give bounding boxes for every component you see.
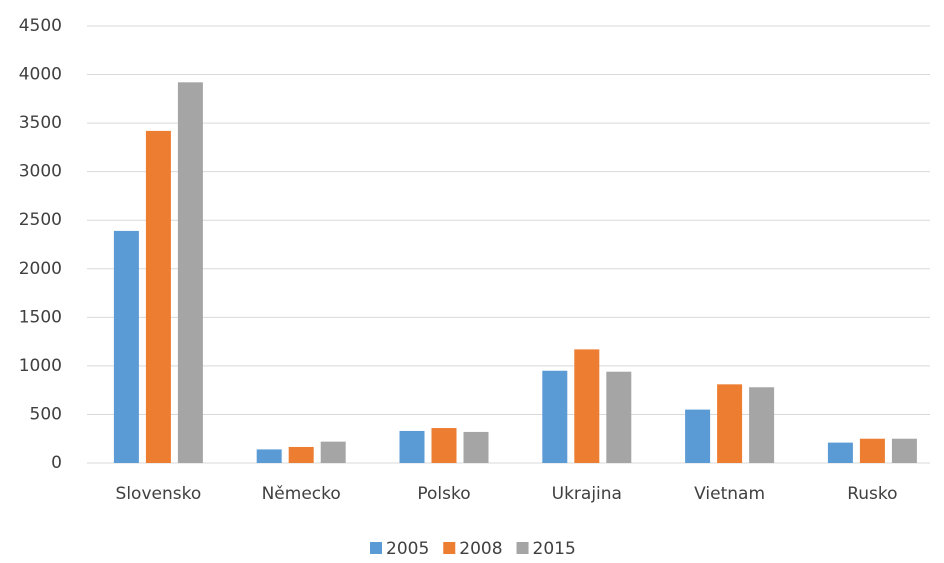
y-tick-label: 4000	[19, 65, 62, 85]
legend-swatch	[443, 542, 456, 554]
bar	[463, 431, 489, 463]
legend-label: 2005	[386, 539, 429, 559]
bar	[320, 441, 346, 463]
bar	[431, 428, 457, 463]
y-tick-label: 2500	[19, 210, 62, 230]
x-tick-label: Slovensko	[116, 484, 202, 504]
x-tick-label: Ukrajina	[552, 484, 622, 504]
x-tick-label: Polsko	[417, 484, 470, 504]
bar	[399, 430, 425, 463]
bar	[288, 446, 314, 463]
bar	[145, 130, 171, 463]
bar	[891, 438, 917, 463]
x-tick-label: Vietnam	[694, 484, 765, 504]
y-tick-label: 1000	[19, 356, 62, 376]
bar	[542, 370, 568, 463]
bar	[606, 371, 632, 463]
legend-label: 2008	[459, 539, 502, 559]
bar	[749, 387, 775, 463]
y-tick-label: 3000	[19, 162, 62, 182]
x-tick-label: Rusko	[847, 484, 897, 504]
bar	[113, 230, 139, 463]
y-tick-label: 4500	[19, 16, 62, 36]
legend-label: 2015	[533, 539, 576, 559]
bar	[177, 82, 203, 463]
bar	[574, 349, 600, 463]
bar	[685, 409, 711, 463]
bar	[859, 438, 885, 463]
x-tick-label: Německo	[262, 484, 341, 504]
y-tick-label: 1500	[19, 307, 62, 327]
y-tick-label: 0	[51, 453, 62, 473]
bar	[256, 449, 282, 463]
y-tick-label: 2000	[19, 259, 62, 279]
y-tick-label: 3500	[19, 113, 62, 133]
bar	[717, 384, 743, 463]
y-tick-label: 500	[30, 404, 62, 424]
bar	[827, 442, 853, 463]
legend-swatch	[516, 542, 529, 554]
legend-swatch	[370, 542, 382, 554]
